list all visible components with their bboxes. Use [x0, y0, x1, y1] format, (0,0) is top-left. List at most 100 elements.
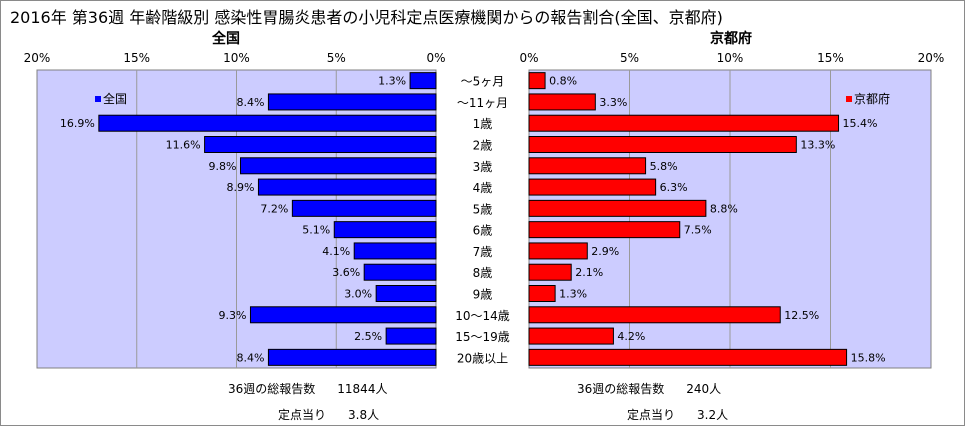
data-label-kyoto: 2.1%: [575, 266, 603, 279]
tick-label-national: 20%: [24, 51, 51, 65]
bar-national: [363, 263, 437, 281]
category-label: 8歳: [473, 266, 493, 280]
bar-national: [291, 199, 437, 217]
bar-kyoto: [528, 199, 707, 217]
category-label: 6歳: [473, 224, 493, 238]
panel-title-kyoto: 京都府: [710, 31, 752, 47]
bar-kyoto: [528, 285, 556, 302]
category-label: 9歳: [473, 288, 493, 302]
tick-label-national: 0%: [426, 51, 445, 65]
data-label-kyoto: 15.8%: [851, 351, 886, 364]
data-label-national: 16.9%: [60, 117, 95, 130]
data-label-national: 2.5%: [354, 330, 382, 343]
legend-swatch-national: [95, 96, 101, 102]
category-label: 10～14歳: [455, 309, 510, 323]
category-label: 5歳: [473, 202, 493, 216]
category-label: 2歳: [473, 139, 493, 153]
bar-national: [267, 348, 437, 366]
category-label: ～11ヶ月: [457, 96, 508, 110]
tick-label-national: 10%: [223, 51, 250, 65]
bar-national: [204, 136, 437, 153]
national-per-value: 3.8人: [348, 408, 380, 422]
data-label-kyoto: 13.3%: [800, 139, 835, 152]
national-total-label: 36週の総報告数: [228, 382, 316, 396]
data-label-national: 3.0%: [344, 288, 372, 301]
legend-label-national: 全国: [103, 91, 127, 106]
national-per-site: 定点当り 3.8人: [278, 406, 379, 423]
data-label-national: 8.4%: [236, 96, 264, 109]
data-label-national: 4.1%: [322, 245, 350, 258]
bar-kyoto: [528, 348, 848, 366]
bar-kyoto: [528, 178, 657, 196]
bar-national: [267, 93, 437, 111]
legend-label-kyoto: 京都府: [854, 91, 890, 106]
bar-kyoto: [528, 72, 546, 90]
chart-area: 0% 0% 5% 5% 10% 10% 15% 15% 20% 20% 1.3% 0.8% 8.4% 3…: [24, 51, 945, 369]
category-label: 15～19歳: [455, 330, 510, 344]
data-label-kyoto: 8.8%: [710, 202, 738, 215]
bar-national: [333, 221, 437, 239]
data-label-kyoto: 5.8%: [650, 160, 678, 173]
bar-national: [375, 285, 437, 302]
data-label-national: 8.4%: [236, 351, 264, 364]
kyoto-per-label: 定点当り: [627, 408, 676, 422]
tick-label-national: 15%: [123, 51, 150, 65]
bar-kyoto: [528, 93, 596, 111]
data-label-national: 1.3%: [378, 75, 406, 88]
bar-kyoto: [528, 263, 572, 281]
bar-national: [98, 114, 437, 132]
bar-kyoto: [528, 306, 781, 324]
bar-kyoto: [528, 242, 588, 260]
kyoto-per-site: 定点当り 3.2人: [627, 406, 728, 423]
bar-kyoto: [528, 114, 840, 132]
tick-label-kyoto: 0%: [519, 51, 538, 65]
data-label-kyoto: 0.8%: [549, 75, 577, 88]
bar-national: [239, 157, 437, 175]
kyoto-total-label: 36週の総報告数: [577, 382, 665, 396]
bar-kyoto: [528, 221, 681, 239]
data-label-kyoto: 12.5%: [784, 309, 819, 322]
kyoto-total: 36週の総報告数 240人: [577, 380, 721, 397]
category-label: 1歳: [473, 117, 493, 131]
data-label-kyoto: 4.2%: [617, 330, 645, 343]
data-label-kyoto: 2.9%: [591, 245, 619, 258]
data-label-national: 9.3%: [219, 309, 247, 322]
data-label-kyoto: 3.3%: [599, 96, 627, 109]
data-label-national: 7.2%: [260, 202, 288, 215]
data-label-kyoto: 7.5%: [684, 224, 712, 237]
data-label-kyoto: 1.3%: [559, 288, 587, 301]
category-label: ～5ヶ月: [461, 75, 505, 89]
legend-swatch-kyoto: [846, 96, 852, 102]
category-label: 7歳: [473, 245, 493, 259]
national-total: 36週の総報告数 11844人: [228, 380, 387, 397]
bar-national: [353, 242, 437, 260]
category-label: 20歳以上: [457, 351, 508, 365]
category-label: 3歳: [473, 160, 493, 174]
bar-national: [257, 178, 437, 196]
kyoto-per-value: 3.2人: [697, 408, 729, 422]
data-label-kyoto: 6.3%: [660, 181, 688, 194]
national-per-label: 定点当り: [278, 408, 327, 422]
bar-kyoto: [528, 327, 614, 345]
chart-title: 2016年 第36週 年齢階級別 感染性胃腸炎患者の小児科定点医療機関からの報告…: [10, 8, 723, 27]
data-label-national: 8.9%: [226, 181, 254, 194]
data-label-national: 5.1%: [302, 224, 330, 237]
bar-national: [409, 72, 437, 90]
tick-label-kyoto: 5%: [620, 51, 639, 65]
kyoto-total-value: 240人: [686, 382, 722, 396]
bar-national: [385, 327, 437, 345]
data-label-national: 9.8%: [209, 160, 237, 173]
bar-kyoto: [528, 157, 647, 175]
bar-national: [249, 306, 437, 324]
data-label-national: 3.6%: [332, 266, 360, 279]
national-total-value: 11844人: [337, 382, 388, 396]
tick-label-national: 5%: [327, 51, 346, 65]
data-label-national: 11.6%: [166, 139, 201, 152]
panel-title-national: 全国: [212, 31, 240, 47]
tick-label-kyoto: 15%: [817, 51, 844, 65]
tick-label-kyoto: 10%: [717, 51, 744, 65]
tick-label-kyoto: 20%: [918, 51, 945, 65]
category-label: 4歳: [473, 181, 493, 195]
bar-kyoto: [528, 136, 797, 153]
